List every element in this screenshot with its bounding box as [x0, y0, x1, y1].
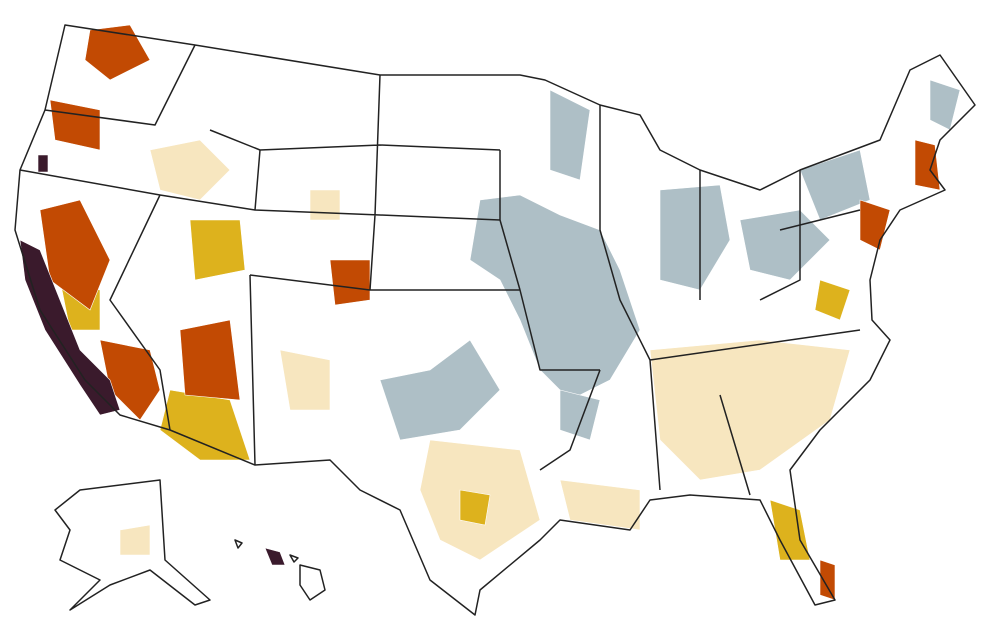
region-gray — [929, 79, 961, 131]
region-orange — [179, 319, 241, 401]
region-darkpurple — [37, 154, 49, 173]
region-beige — [309, 189, 341, 221]
region-gray — [659, 184, 731, 291]
region-gray — [549, 89, 591, 181]
region-gray — [379, 339, 501, 441]
region-gray — [469, 194, 641, 401]
region-darkpurple — [264, 547, 286, 566]
region-darkpurple — [19, 239, 121, 416]
region-orange — [39, 199, 111, 311]
region-orange — [329, 259, 371, 306]
region-gray — [559, 389, 601, 441]
us-outline — [14, 24, 976, 616]
region-orange — [49, 99, 101, 151]
hawaii — [234, 539, 326, 601]
region-gold — [159, 389, 251, 461]
region-orange — [84, 24, 151, 81]
region-gold — [459, 489, 491, 526]
region-gold — [189, 219, 246, 281]
region-gray — [739, 209, 831, 281]
region-gold — [769, 499, 811, 561]
region-beige — [649, 339, 851, 481]
region-orange — [914, 139, 941, 191]
state-lines — [19, 44, 861, 496]
region-orange — [819, 559, 836, 601]
region-beige — [559, 479, 641, 531]
alaska — [54, 479, 211, 611]
region-orange — [859, 199, 891, 251]
borders — [14, 24, 976, 616]
region-gray — [799, 149, 871, 221]
region-gold — [814, 279, 851, 321]
region-beige — [119, 524, 151, 556]
region-beige — [149, 139, 231, 201]
regions — [19, 24, 961, 601]
region-beige — [279, 349, 331, 411]
